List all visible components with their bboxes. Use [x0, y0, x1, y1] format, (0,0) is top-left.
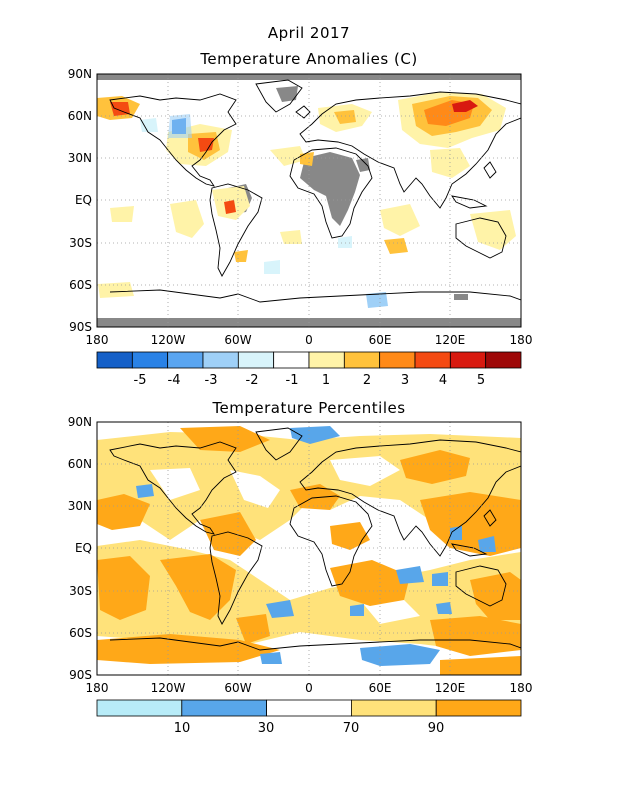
anomaly-colorbar-label: -3 [205, 373, 218, 388]
anomaly-gridlines [97, 74, 521, 327]
percentile-colorbar [96, 699, 522, 717]
svg-text:30N: 30N [68, 151, 92, 165]
anomaly-colorbar-swatch [379, 351, 416, 369]
svg-text:30S: 30S [69, 236, 92, 250]
anomaly-lat-axis: 90N 60N 30N EQ 30S 60S 90S [68, 67, 92, 334]
svg-text:90N: 90N [68, 67, 92, 81]
anomaly-colorbar-label: -4 [168, 373, 181, 388]
percentile-colorbar-labels: 10 30 70 90 [174, 721, 445, 736]
percentile-gridlines [97, 422, 521, 675]
missing-data-greenland [276, 86, 298, 102]
svg-text:90S: 90S [69, 320, 92, 334]
svg-text:90S: 90S [69, 668, 92, 682]
percentile-map-frame [96, 421, 522, 676]
svg-text:EQ: EQ [75, 193, 92, 207]
svg-text:60N: 60N [68, 457, 92, 471]
figure-date-title: April 2017 [268, 24, 350, 42]
percentile-colorbar-label: 30 [258, 721, 275, 736]
svg-text:120W: 120W [151, 681, 186, 695]
svg-text:30S: 30S [69, 584, 92, 598]
svg-text:120E: 120E [435, 333, 466, 347]
anomaly-colorbar-label: 5 [477, 373, 485, 388]
coastlines-anomaly [109, 79, 521, 303]
anomaly-colorbar-swatch [449, 351, 487, 369]
anomaly-colorbar-labels: -5 -4 -3 -2 -1 1 2 3 4 5 [134, 373, 486, 388]
anomaly-map-frame [96, 73, 522, 328]
percentile-colorbar-label: 90 [428, 721, 445, 736]
percentile-colorbar-swatch [266, 699, 352, 717]
svg-text:180: 180 [510, 681, 533, 695]
anomaly-colorbar [96, 351, 522, 369]
missing-data-africa [300, 152, 360, 226]
svg-text:60W: 60W [224, 333, 251, 347]
percentile-lat-axis: 90N 60N 30N EQ 30S 60S 90S [68, 415, 92, 682]
percentile-lon-axis: 180 120W 60W 0 60E 120E 180 [86, 681, 533, 695]
anomaly-colorbar-swatch [414, 351, 451, 369]
anomaly-colorbar-label: -5 [134, 373, 147, 388]
svg-text:0: 0 [305, 681, 313, 695]
anomaly-colorbar-label: 2 [363, 373, 371, 388]
svg-text:180: 180 [86, 681, 109, 695]
percentile-colorbar-swatch [435, 699, 522, 717]
svg-text:30N: 30N [68, 499, 92, 513]
svg-text:60E: 60E [369, 333, 392, 347]
anomaly-colorbar-swatch [167, 351, 204, 369]
svg-text:60S: 60S [69, 278, 92, 292]
svg-text:60W: 60W [224, 681, 251, 695]
percentile-panel-title: Temperature Percentiles [211, 399, 405, 417]
svg-text:0: 0 [305, 333, 313, 347]
percentile-map [97, 422, 521, 675]
anomaly-panel-title: Temperature Anomalies (C) [199, 50, 417, 68]
percentile-colorbar-swatch [350, 699, 437, 717]
percentile-colorbar-swatch [96, 699, 183, 717]
svg-text:60N: 60N [68, 109, 92, 123]
svg-text:180: 180 [510, 333, 533, 347]
anomaly-lon-axis: 180 120W 60W 0 60E 120E 180 [86, 333, 533, 347]
anomaly-colorbar-swatch [237, 351, 275, 369]
missing-data-north-band [97, 74, 521, 80]
anomaly-colorbar-label: -1 [286, 373, 299, 388]
svg-text:120E: 120E [435, 681, 466, 695]
percentile-colorbar-label: 70 [343, 721, 360, 736]
percentile-colorbar-swatch [181, 699, 268, 717]
anomaly-colorbar-swatch [308, 351, 345, 369]
anomaly-colorbar-swatch [485, 351, 522, 369]
anomaly-colorbar-label: 3 [401, 373, 409, 388]
anomaly-colorbar-label: 4 [439, 373, 447, 388]
anomaly-colorbar-label: -2 [246, 373, 259, 388]
anomaly-colorbar-label: 1 [322, 373, 330, 388]
anomaly-map [97, 74, 521, 327]
anomaly-colorbar-swatch [273, 351, 310, 369]
anomaly-colorbar-swatch [96, 351, 133, 369]
svg-text:EQ: EQ [75, 541, 92, 555]
svg-text:180: 180 [86, 333, 109, 347]
svg-text:60E: 60E [369, 681, 392, 695]
anomaly-colorbar-swatch [343, 351, 381, 369]
anomaly-colorbar-swatch [131, 351, 169, 369]
svg-text:120W: 120W [151, 333, 186, 347]
percentile-colorbar-label: 10 [174, 721, 191, 736]
coastlines-percentile [109, 427, 521, 651]
anomaly-colorbar-swatch [202, 351, 239, 369]
svg-text:90N: 90N [68, 415, 92, 429]
svg-text:60S: 60S [69, 626, 92, 640]
